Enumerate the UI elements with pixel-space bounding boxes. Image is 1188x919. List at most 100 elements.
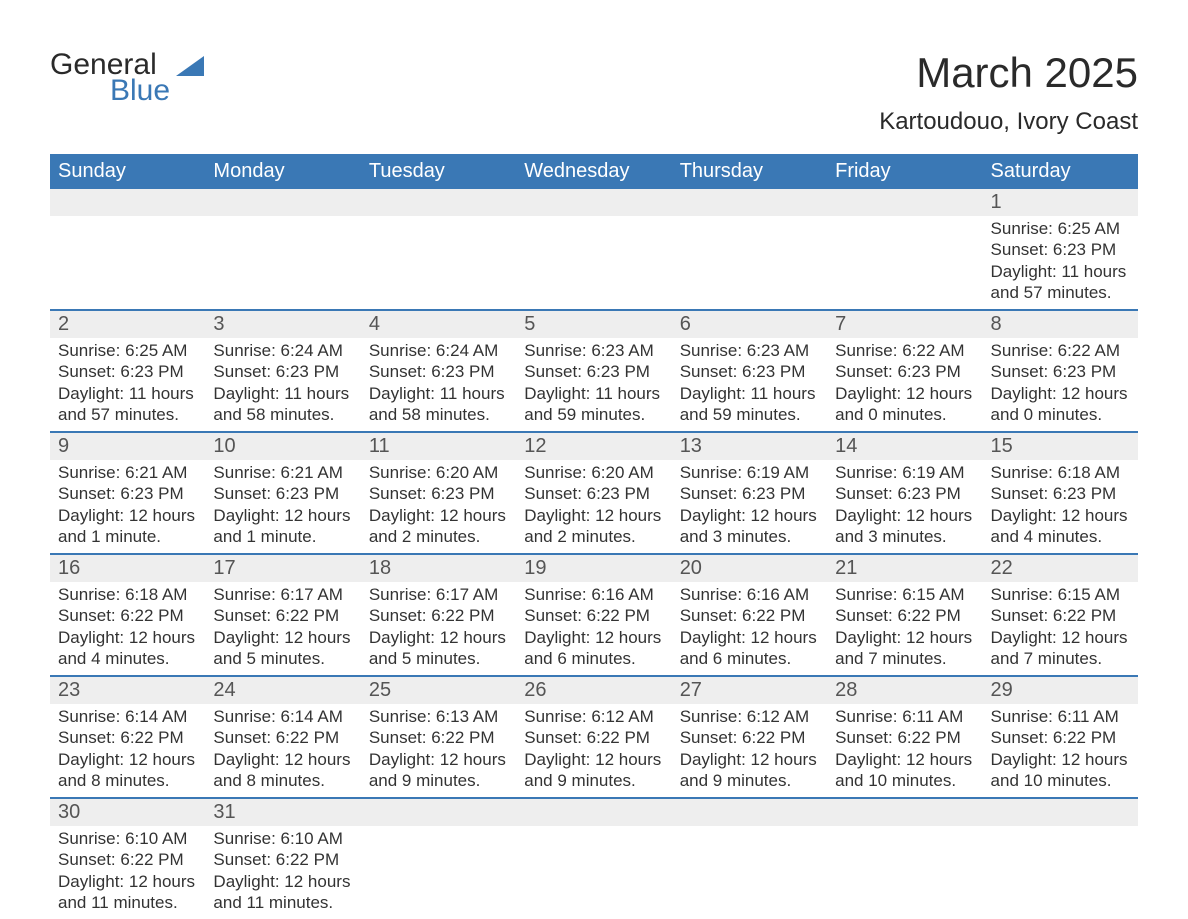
daylight2-text: and 5 minutes. — [369, 648, 508, 669]
day-number: 28 — [835, 679, 857, 701]
sunset-text: Sunset: 6:22 PM — [524, 727, 663, 748]
daylight2-text: and 10 minutes. — [835, 770, 974, 791]
day-detail-cell: Sunrise: 6:21 AMSunset: 6:23 PMDaylight:… — [205, 460, 360, 554]
brand-logo: General Blue — [50, 50, 204, 106]
sunrise-text: Sunrise: 6:18 AM — [58, 584, 197, 605]
sunrise-text: Sunrise: 6:18 AM — [991, 462, 1130, 483]
daylight2-text: and 11 minutes. — [213, 892, 352, 913]
daylight2-text: and 58 minutes. — [213, 404, 352, 425]
daylight2-text: and 10 minutes. — [991, 770, 1130, 791]
daylight1-text: Daylight: 12 hours — [991, 505, 1130, 526]
day-detail-cell: Sunrise: 6:22 AMSunset: 6:23 PMDaylight:… — [983, 338, 1138, 432]
sunrise-text: Sunrise: 6:22 AM — [835, 340, 974, 361]
daylight1-text: Daylight: 12 hours — [524, 749, 663, 770]
day-detail-cell — [827, 826, 982, 919]
daynum-row: 1 — [50, 189, 1138, 216]
sunset-text: Sunset: 6:23 PM — [369, 361, 508, 382]
sunset-text: Sunset: 6:23 PM — [680, 361, 819, 382]
day-number: 27 — [680, 679, 702, 701]
daylight2-text: and 1 minute. — [213, 526, 352, 547]
brand-triangle-icon — [176, 56, 204, 80]
sunrise-text: Sunrise: 6:25 AM — [991, 218, 1130, 239]
daylight1-text: Daylight: 11 hours — [369, 383, 508, 404]
day-number-cell — [516, 798, 671, 826]
daylight1-text: Daylight: 12 hours — [58, 505, 197, 526]
day-number-cell: 5 — [516, 310, 671, 338]
day-detail-cell: Sunrise: 6:24 AMSunset: 6:23 PMDaylight:… — [205, 338, 360, 432]
day-detail-cell: Sunrise: 6:23 AMSunset: 6:23 PMDaylight:… — [672, 338, 827, 432]
calendar-page: General Blue March 2025 Kartoudouo, Ivor… — [0, 0, 1188, 918]
sunrise-text: Sunrise: 6:21 AM — [58, 462, 197, 483]
day-number-cell: 30 — [50, 798, 205, 826]
daylight2-text: and 4 minutes. — [58, 648, 197, 669]
detail-row: Sunrise: 6:25 AMSunset: 6:23 PMDaylight:… — [50, 338, 1138, 432]
day-number-cell: 27 — [672, 676, 827, 704]
month-title: March 2025 — [879, 50, 1138, 96]
daylight2-text: and 4 minutes. — [991, 526, 1130, 547]
sunrise-text: Sunrise: 6:15 AM — [991, 584, 1130, 605]
day-detail-cell: Sunrise: 6:18 AMSunset: 6:22 PMDaylight:… — [50, 582, 205, 676]
sunset-text: Sunset: 6:22 PM — [369, 605, 508, 626]
weekday-header-row: Sunday Monday Tuesday Wednesday Thursday… — [50, 154, 1138, 189]
day-number-cell — [361, 798, 516, 826]
day-number: 1 — [991, 191, 1002, 213]
daylight1-text: Daylight: 11 hours — [58, 383, 197, 404]
daylight2-text: and 9 minutes. — [369, 770, 508, 791]
sunrise-text: Sunrise: 6:20 AM — [369, 462, 508, 483]
day-number-cell: 12 — [516, 432, 671, 460]
day-detail-cell: Sunrise: 6:24 AMSunset: 6:23 PMDaylight:… — [361, 338, 516, 432]
sunrise-text: Sunrise: 6:23 AM — [524, 340, 663, 361]
daynum-row: 16171819202122 — [50, 554, 1138, 582]
sunset-text: Sunset: 6:23 PM — [213, 483, 352, 504]
day-number-cell: 14 — [827, 432, 982, 460]
day-number-cell: 3 — [205, 310, 360, 338]
day-detail-cell: Sunrise: 6:22 AMSunset: 6:23 PMDaylight:… — [827, 338, 982, 432]
day-number-cell: 24 — [205, 676, 360, 704]
sunrise-text: Sunrise: 6:10 AM — [213, 828, 352, 849]
daylight1-text: Daylight: 12 hours — [524, 505, 663, 526]
daylight1-text: Daylight: 12 hours — [213, 505, 352, 526]
day-number-cell — [361, 189, 516, 216]
day-detail-cell: Sunrise: 6:19 AMSunset: 6:23 PMDaylight:… — [672, 460, 827, 554]
day-number-cell: 2 — [50, 310, 205, 338]
daylight1-text: Daylight: 12 hours — [58, 749, 197, 770]
sunset-text: Sunset: 6:22 PM — [680, 727, 819, 748]
daylight2-text: and 3 minutes. — [680, 526, 819, 547]
daylight2-text: and 1 minute. — [58, 526, 197, 547]
day-number: 7 — [835, 313, 846, 335]
sunrise-text: Sunrise: 6:19 AM — [835, 462, 974, 483]
day-number: 2 — [58, 313, 69, 335]
sunset-text: Sunset: 6:23 PM — [58, 361, 197, 382]
day-number-cell — [516, 189, 671, 216]
sunrise-text: Sunrise: 6:25 AM — [58, 340, 197, 361]
calendar-table: Sunday Monday Tuesday Wednesday Thursday… — [50, 154, 1138, 919]
weekday-header: Sunday — [50, 154, 205, 189]
sunset-text: Sunset: 6:22 PM — [58, 849, 197, 870]
daylight1-text: Daylight: 12 hours — [991, 383, 1130, 404]
daynum-row: 23242526272829 — [50, 676, 1138, 704]
day-detail-cell — [361, 216, 516, 310]
detail-row: Sunrise: 6:10 AMSunset: 6:22 PMDaylight:… — [50, 826, 1138, 919]
daylight1-text: Daylight: 11 hours — [213, 383, 352, 404]
day-detail-cell: Sunrise: 6:17 AMSunset: 6:22 PMDaylight:… — [205, 582, 360, 676]
day-number: 3 — [213, 313, 224, 335]
day-number: 5 — [524, 313, 535, 335]
day-number-cell: 9 — [50, 432, 205, 460]
daylight1-text: Daylight: 12 hours — [58, 627, 197, 648]
day-number: 24 — [213, 679, 235, 701]
sunrise-text: Sunrise: 6:16 AM — [680, 584, 819, 605]
day-number: 15 — [991, 435, 1013, 457]
day-detail-cell — [516, 826, 671, 919]
daylight1-text: Daylight: 12 hours — [835, 749, 974, 770]
daylight1-text: Daylight: 12 hours — [213, 627, 352, 648]
daylight1-text: Daylight: 12 hours — [213, 749, 352, 770]
day-number: 20 — [680, 557, 702, 579]
day-detail-cell: Sunrise: 6:10 AMSunset: 6:22 PMDaylight:… — [205, 826, 360, 919]
daylight1-text: Daylight: 11 hours — [680, 383, 819, 404]
day-number: 8 — [991, 313, 1002, 335]
day-number-cell: 25 — [361, 676, 516, 704]
sunset-text: Sunset: 6:22 PM — [58, 727, 197, 748]
sunset-text: Sunset: 6:22 PM — [680, 605, 819, 626]
sunset-text: Sunset: 6:23 PM — [835, 361, 974, 382]
daylight2-text: and 0 minutes. — [991, 404, 1130, 425]
